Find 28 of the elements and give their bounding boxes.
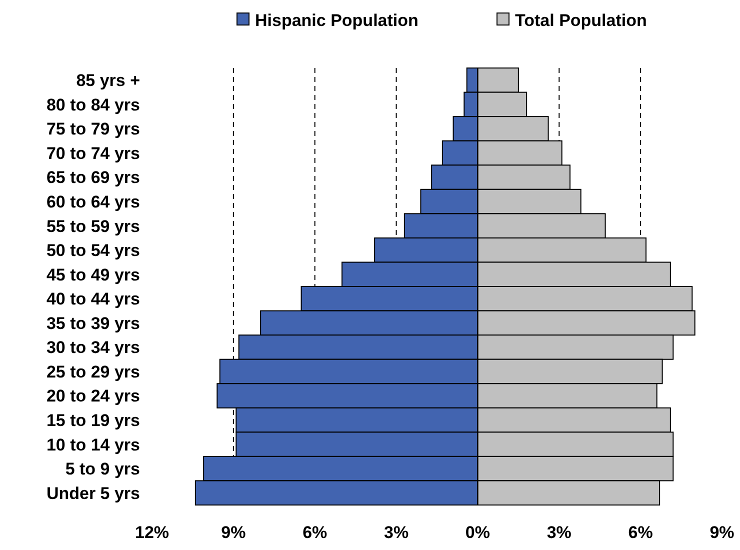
x-tick-label: 6% xyxy=(302,523,328,542)
y-tick-label: 65 to 69 yrs xyxy=(46,168,140,188)
y-tick-label: 30 to 34 yrs xyxy=(46,338,140,358)
y-tick-label: 80 to 84 yrs xyxy=(46,95,140,114)
legend-label: Hispanic Population xyxy=(255,10,418,30)
y-tick-label: 5 to 9 yrs xyxy=(65,460,140,479)
y-tick-label: 35 to 39 yrs xyxy=(46,314,140,333)
y-tick-label: 75 to 79 yrs xyxy=(46,120,140,139)
y-tick-label: 55 to 59 yrs xyxy=(46,216,140,236)
y-tick-label: 70 to 74 yrs xyxy=(46,144,140,163)
y-tick-label: 20 to 24 yrs xyxy=(46,386,140,406)
x-tick-label: 3% xyxy=(546,523,572,542)
y-tick-label: 50 to 54 yrs xyxy=(46,241,140,260)
legend-label: Total Population xyxy=(515,10,647,30)
x-tick-label: 9% xyxy=(710,523,734,542)
y-tick-label: 45 to 49 yrs xyxy=(46,265,140,284)
x-tick-label: 12% xyxy=(134,523,170,542)
y-tick-label: 25 to 29 yrs xyxy=(46,362,140,382)
x-tick-label: 3% xyxy=(384,523,409,542)
x-tick-label: 0% xyxy=(465,523,490,542)
y-tick-label: 15 to 19 yrs xyxy=(46,410,140,430)
y-tick-label: 10 to 14 yrs xyxy=(46,435,140,454)
x-tick-label: 6% xyxy=(628,523,653,542)
x-tick-label: 9% xyxy=(221,523,246,542)
y-tick-label: 85 yrs + xyxy=(76,71,140,90)
y-tick-label: 60 to 64 yrs xyxy=(46,192,140,212)
y-tick-label: 40 to 44 yrs xyxy=(46,290,140,309)
y-tick-label: Under 5 yrs xyxy=(46,484,140,503)
